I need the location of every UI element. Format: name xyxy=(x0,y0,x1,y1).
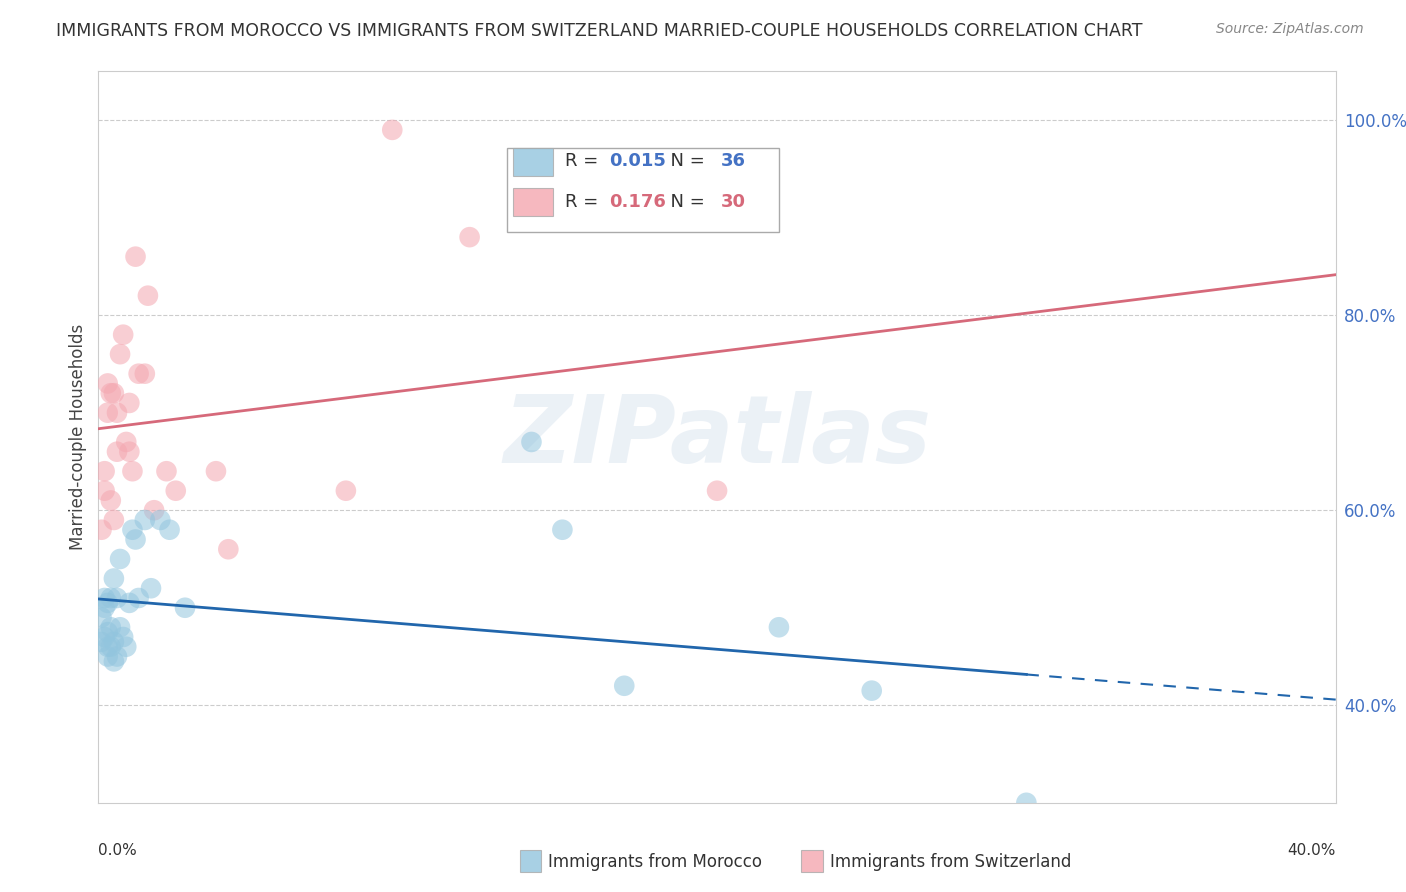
Point xyxy=(551,523,574,537)
Point xyxy=(768,620,790,634)
Text: R =: R = xyxy=(565,153,603,170)
Point xyxy=(458,230,481,244)
Point xyxy=(149,513,172,527)
Y-axis label: Married-couple Households: Married-couple Households xyxy=(69,324,87,550)
Bar xyxy=(513,148,553,176)
Point xyxy=(93,483,115,498)
Text: N =: N = xyxy=(659,153,710,170)
Point xyxy=(121,464,143,478)
Point xyxy=(205,464,228,478)
Point xyxy=(134,367,156,381)
Text: 30: 30 xyxy=(721,193,745,211)
Point xyxy=(97,625,120,640)
Point xyxy=(174,600,197,615)
Text: N =: N = xyxy=(659,193,710,211)
Point xyxy=(381,123,404,137)
Point xyxy=(108,552,131,566)
Text: R =: R = xyxy=(565,193,603,211)
Point xyxy=(121,523,143,537)
Point xyxy=(103,572,125,586)
Text: 0.176: 0.176 xyxy=(609,193,666,211)
Point xyxy=(136,288,159,302)
Point xyxy=(105,591,128,605)
Point xyxy=(105,444,128,458)
Point xyxy=(100,640,122,654)
Point xyxy=(103,635,125,649)
Point xyxy=(115,640,138,654)
Point xyxy=(118,396,141,410)
Point xyxy=(118,444,141,458)
Point xyxy=(128,591,150,605)
Point xyxy=(134,513,156,527)
Point xyxy=(105,406,128,420)
Point xyxy=(97,640,120,654)
Point xyxy=(103,654,125,668)
Point xyxy=(105,649,128,664)
Point xyxy=(1015,796,1038,810)
Point xyxy=(124,250,146,264)
Point xyxy=(159,523,181,537)
Point xyxy=(93,630,115,644)
Point xyxy=(613,679,636,693)
Point xyxy=(100,386,122,401)
Point xyxy=(97,596,120,610)
Point xyxy=(155,464,177,478)
Point xyxy=(93,591,115,605)
Bar xyxy=(513,188,553,216)
Text: 36: 36 xyxy=(721,153,745,170)
Point xyxy=(112,327,135,342)
Point xyxy=(93,464,115,478)
Text: ZIPatlas: ZIPatlas xyxy=(503,391,931,483)
Point xyxy=(97,649,120,664)
Point xyxy=(90,610,112,624)
Point xyxy=(128,367,150,381)
Point xyxy=(143,503,166,517)
Point xyxy=(139,581,162,595)
Point xyxy=(108,620,131,634)
Point xyxy=(103,386,125,401)
Point xyxy=(90,523,112,537)
Point xyxy=(93,600,115,615)
Text: 40.0%: 40.0% xyxy=(1288,843,1336,858)
Point xyxy=(124,533,146,547)
Point xyxy=(103,513,125,527)
Text: 0.0%: 0.0% xyxy=(98,843,138,858)
Text: IMMIGRANTS FROM MOROCCO VS IMMIGRANTS FROM SWITZERLAND MARRIED-COUPLE HOUSEHOLDS: IMMIGRANTS FROM MOROCCO VS IMMIGRANTS FR… xyxy=(56,22,1143,40)
Text: 0.015: 0.015 xyxy=(609,153,666,170)
Text: Immigrants from Switzerland: Immigrants from Switzerland xyxy=(830,853,1071,871)
Point xyxy=(115,434,138,449)
Point xyxy=(335,483,357,498)
Point xyxy=(860,683,883,698)
Point xyxy=(100,493,122,508)
Point xyxy=(217,542,239,557)
Point xyxy=(112,630,135,644)
Text: Immigrants from Morocco: Immigrants from Morocco xyxy=(548,853,762,871)
Point xyxy=(90,635,112,649)
Point xyxy=(100,591,122,605)
Point xyxy=(118,596,141,610)
Point xyxy=(706,483,728,498)
Point xyxy=(165,483,187,498)
Point xyxy=(520,434,543,449)
Point xyxy=(97,376,120,391)
Point xyxy=(108,347,131,361)
Text: Source: ZipAtlas.com: Source: ZipAtlas.com xyxy=(1216,22,1364,37)
Point xyxy=(100,620,122,634)
FancyBboxPatch shape xyxy=(506,148,779,232)
Point xyxy=(97,406,120,420)
